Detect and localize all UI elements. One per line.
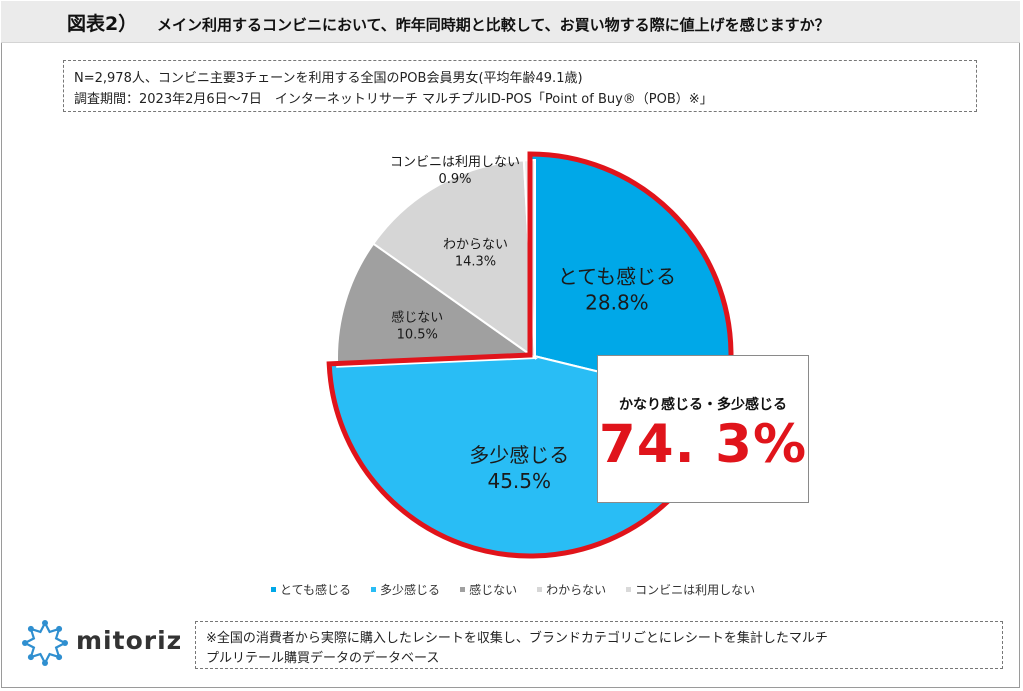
callout-value: 74. 3% [598, 414, 808, 475]
footnote-line-2: プルリテール購買データのデータベース [206, 651, 440, 666]
slice-value-label: 14.3% [455, 255, 496, 270]
slice-value-label: 28.8% [585, 291, 649, 315]
legend-label: わからない [546, 582, 607, 597]
figure-title: メイン利用するコンビニにおいて、昨年同時期と比較して、お買い物する際に値上げを感… [157, 16, 830, 34]
slice-label-5: コンビニは利用しない 0.9% [390, 155, 520, 187]
legend-item-5: コンビニは利用しない [626, 580, 755, 598]
callout-label: かなり感じる・多少感じる [619, 397, 787, 413]
legend-label: 感じない [469, 582, 518, 597]
survey-info-box: N=2,978人、コンビニ主要3チェーンを利用する全国のPOB会員男女(平均年齢… [63, 60, 977, 112]
legend-label: コンビニは利用しない [635, 582, 756, 597]
callout-box: かなり感じる・多少感じる 74. 3% [597, 355, 809, 503]
mitoriz-logo: mitoriz [20, 618, 190, 668]
logo-dot [56, 625, 63, 632]
title-bar: 図表2） メイン利用するコンビニにおいて、昨年同時期と比較して、お買い物する際に… [1, 1, 1020, 43]
legend-item-1: とても感じる [271, 580, 351, 598]
survey-period-text: 調査期間：2023年2月6日～7日 インターネットリサーチ マルチプルID-PO… [74, 92, 713, 107]
legend-label: 多少感じる [380, 582, 441, 597]
slice-category-label: とても感じる [558, 265, 676, 289]
slice-label-3: 感じない 10.5% [391, 309, 443, 342]
footnote-line-1: ※全国の消費者から実際に購入したレシートを収集し、ブランドカテゴリごとにレシート… [206, 631, 828, 646]
logo-dot [42, 620, 48, 626]
pie-slice-3 [336, 242, 538, 368]
slice-value-label: 0.9% [438, 172, 471, 187]
logo-mark-icon [22, 620, 68, 666]
legend-swatch [537, 586, 543, 592]
pie-slice-4 [371, 159, 537, 361]
logo-dot [42, 660, 48, 666]
logo-dot [27, 654, 34, 661]
legend-swatch [271, 586, 276, 592]
slice-category-label: コンビニは利用しない [390, 155, 520, 170]
footnote-box: ※全国の消費者から実際に購入したレシートを収集し、ブランドカテゴリごとにレシート… [195, 621, 1003, 669]
legend-swatch [460, 586, 466, 592]
legend-item-4: わからない [537, 580, 606, 598]
figure-label: 図表2） [67, 13, 138, 35]
slice-category-label: わからない [443, 238, 508, 253]
chart-legend: とても感じる 多少感じる 感じない わからない コンビニは利用しない [271, 580, 755, 598]
slice-category-label: 多少感じる [469, 443, 569, 467]
logo-text: mitoriz [76, 626, 183, 655]
slice-value-label: 45.5% [487, 469, 551, 493]
legend-swatch [371, 586, 377, 592]
slice-category-label: 感じない [391, 309, 443, 325]
logo-dot [22, 640, 28, 646]
legend-label: とても感じる [280, 582, 352, 597]
legend-swatch [626, 586, 632, 592]
survey-sample-text: N=2,978人、コンビニ主要3チェーンを利用する全国のPOB会員男女(平均年齢… [74, 71, 583, 86]
slice-value-label: 10.5% [397, 327, 438, 342]
logo-dot [62, 640, 68, 646]
logo-dot [27, 625, 34, 632]
slice-label-4: わからない 14.3% [443, 238, 508, 270]
legend-item-2: 多少感じる [371, 580, 440, 598]
legend-item-3: 感じない [460, 580, 517, 598]
logo-dot [56, 654, 63, 661]
